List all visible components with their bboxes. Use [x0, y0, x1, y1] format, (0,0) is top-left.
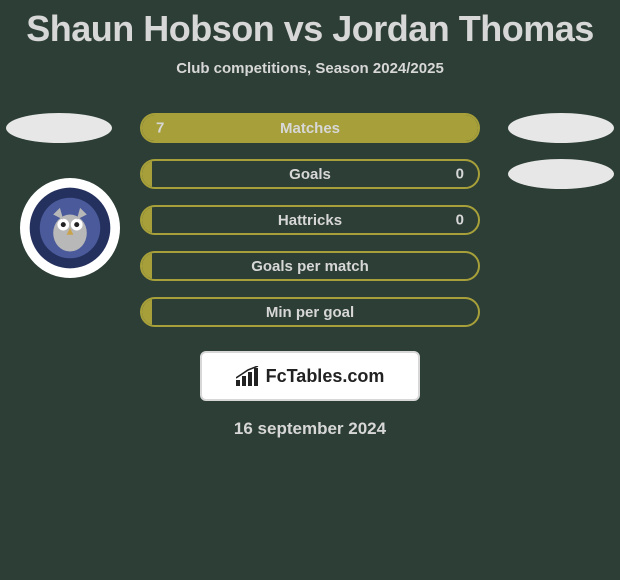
chart-icon [236, 366, 260, 386]
brand: FcTables.com [236, 366, 385, 387]
stat-right-value: 0 [456, 166, 464, 183]
stat-bar: 0 Goals [140, 159, 480, 189]
stat-metric-label: Matches [280, 120, 340, 137]
subtitle: Club competitions, Season 2024/2025 [0, 60, 620, 77]
stat-row: 7 Matches [0, 105, 620, 151]
player-right-oval [508, 159, 614, 189]
stat-bar-fill [142, 299, 152, 325]
stat-metric-label: Goals [289, 166, 331, 183]
stat-row: Min per goal [0, 289, 620, 335]
stat-left-value: 7 [156, 120, 164, 137]
stat-metric-label: Min per goal [266, 304, 354, 321]
stat-bar: Min per goal [140, 297, 480, 327]
date: 16 september 2024 [0, 419, 620, 439]
page-title: Shaun Hobson vs Jordan Thomas [0, 0, 620, 50]
stat-bar-fill [142, 253, 152, 279]
stat-bar-fill [142, 207, 152, 233]
oldham-athletic-crest-icon [28, 186, 112, 270]
stat-metric-label: Goals per match [251, 258, 369, 275]
player-left-oval [6, 113, 112, 143]
brand-label: FcTables.com [266, 366, 385, 387]
player-right-oval [508, 113, 614, 143]
brand-box: FcTables.com [200, 351, 420, 401]
stat-metric-label: Hattricks [278, 212, 342, 229]
club-crest [20, 178, 120, 278]
stat-bar-fill [142, 161, 152, 187]
stat-bar: Goals per match [140, 251, 480, 281]
stat-bar: 7 Matches [140, 113, 480, 143]
stat-bar: 0 Hattricks [140, 205, 480, 235]
stat-right-value: 0 [456, 212, 464, 229]
